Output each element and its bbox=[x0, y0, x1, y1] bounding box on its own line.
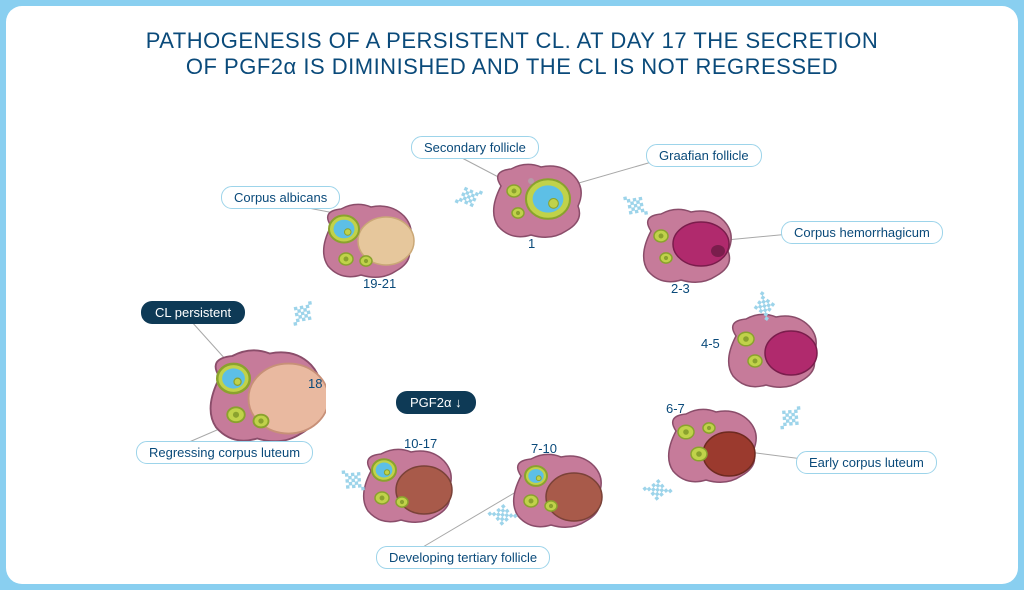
cycle-arrow-7 bbox=[288, 296, 322, 330]
day-label-4-5: 4-5 bbox=[701, 336, 720, 351]
day-label-10-17: 10-17 bbox=[404, 436, 437, 451]
cycle-arrow-0 bbox=[454, 181, 488, 215]
callout-2: Corpus hemorrhagicum bbox=[781, 221, 943, 244]
day-label-7-10: 7-10 bbox=[531, 441, 557, 456]
dark-callout-0: CL persistent bbox=[141, 301, 245, 324]
callout-4: Developing tertiary follicle bbox=[376, 546, 550, 569]
ovary-stage-19-21 bbox=[316, 201, 416, 281]
cycle-arrow-4 bbox=[639, 471, 673, 505]
cycle-arrow-1 bbox=[619, 191, 653, 225]
callout-0: Secondary follicle bbox=[411, 136, 539, 159]
callout-5: Regressing corpus luteum bbox=[136, 441, 313, 464]
ovary-stage-6-7 bbox=[661, 406, 761, 486]
ovary-stage-1 bbox=[486, 161, 586, 241]
cycle-arrow-5 bbox=[484, 496, 518, 530]
cycle-arrow-6 bbox=[336, 461, 370, 495]
callout-1: Graafian follicle bbox=[646, 144, 762, 167]
ovary-stage-7-10 bbox=[506, 451, 606, 531]
dark-callout-1: PGF2α ↓ bbox=[396, 391, 476, 414]
outer-frame: PATHOGENESIS OF A PERSISTENT CL. AT DAY … bbox=[0, 0, 1024, 590]
day-label-1: 1 bbox=[528, 236, 535, 251]
day-label-2-3: 2-3 bbox=[671, 281, 690, 296]
cycle-arrow-3 bbox=[771, 401, 805, 435]
callout-3: Early corpus luteum bbox=[796, 451, 937, 474]
ovary-stage-10-17 bbox=[356, 446, 456, 526]
diagram-card: PATHOGENESIS OF A PERSISTENT CL. AT DAY … bbox=[6, 6, 1018, 584]
day-label-18: 18 bbox=[308, 376, 322, 391]
callout-6: Corpus albicans bbox=[221, 186, 340, 209]
day-label-19-21: 19-21 bbox=[363, 276, 396, 291]
day-label-6-7: 6-7 bbox=[666, 401, 685, 416]
ovary-stage-18 bbox=[201, 346, 326, 446]
cycle-arrow-2 bbox=[746, 291, 780, 325]
